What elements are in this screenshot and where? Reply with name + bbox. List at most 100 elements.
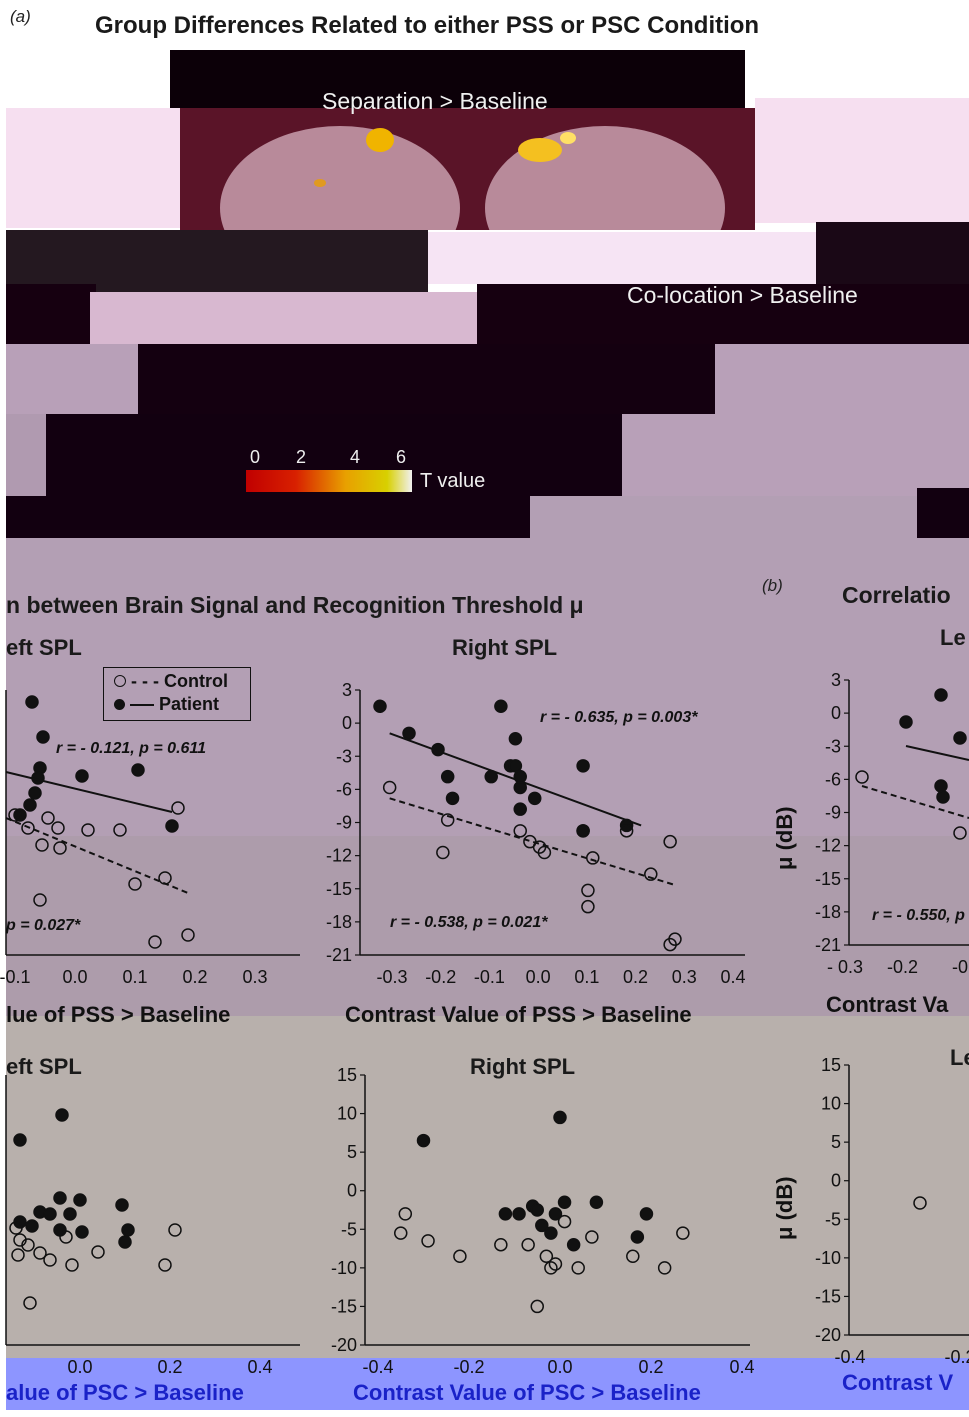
left-pss-control-point — [35, 838, 49, 852]
right-psc-ytick-label: 5 — [347, 1142, 357, 1162]
right-pss-ytick-label: -15 — [326, 879, 352, 899]
left-psc-patient-point — [55, 1108, 69, 1122]
left-psc-patient-point — [75, 1225, 89, 1239]
left-pss-patient-point — [28, 786, 42, 800]
right-pss-ytick-label: -18 — [326, 912, 352, 932]
right-psc-patient-point — [557, 1195, 572, 1210]
legend-patient-label: Patient — [159, 694, 220, 714]
left-psc-xtick-label: 0.0 — [67, 1357, 92, 1377]
right-pss-patient-point — [431, 742, 445, 757]
left-pss-control-point — [113, 823, 127, 837]
colocation-label: Co-location > Baseline — [627, 282, 858, 308]
right-psc-ytick-label: -20 — [331, 1335, 357, 1355]
left-psc-xlabel: alue of PSC > Baseline — [6, 1380, 244, 1405]
right-psc-patient-point — [548, 1207, 563, 1221]
left-psc-xtick-label: 0.4 — [247, 1357, 272, 1377]
blue-band — [6, 1358, 969, 1410]
b-pss-ytick-label: 3 — [831, 670, 841, 690]
b-pss-patient-point — [934, 688, 948, 702]
left-pss-control-point — [158, 871, 172, 885]
b-psc-ytick-label: -15 — [815, 1286, 841, 1306]
b-pss-ytick-label: 0 — [831, 703, 841, 723]
panel-b-letter: (b) — [762, 576, 783, 595]
left-pss-control-point — [33, 893, 47, 907]
right-psc-control-point — [398, 1207, 413, 1221]
right-pss-patient-point — [440, 769, 455, 784]
right-psc-control-point — [626, 1249, 640, 1264]
right-psc-control-point — [557, 1214, 572, 1229]
left-psc-control-point — [91, 1245, 105, 1259]
left-psc-control-point — [9, 1221, 23, 1235]
left-psc-patient-point — [25, 1219, 39, 1233]
left-psc-patient-point — [13, 1133, 27, 1147]
right-pss-control-point — [513, 824, 527, 838]
activation-left — [366, 128, 394, 152]
colorbar-tick: 2 — [296, 447, 307, 467]
right-pss-control-point — [581, 883, 595, 898]
b-pss-xtick-label: - 0.3 — [827, 957, 863, 977]
b-pss-patient-point — [936, 790, 950, 804]
right-pss-patient-point — [445, 791, 460, 806]
panel-b-subtitle-top: Le — [940, 625, 966, 650]
right-pss-ytick-label: -9 — [336, 813, 352, 833]
right-pss-xtick-label: -0.3 — [376, 967, 407, 987]
left-pss-control-point — [8, 808, 22, 822]
panel-b-corr-title: Correlatio — [842, 582, 951, 608]
b-pss-patient-point — [899, 715, 913, 729]
b-pss-control-point — [953, 826, 967, 840]
left-psc-patient-point — [115, 1198, 129, 1212]
left-pss-control-point — [181, 928, 195, 942]
right-psc-control-point — [676, 1226, 690, 1240]
b-pss-ytick-label: -18 — [815, 902, 841, 922]
right-psc-xtick-label: 0.4 — [729, 1357, 754, 1377]
left-psc-control-point — [21, 1238, 35, 1252]
right-pss-ytick-label: -21 — [326, 945, 352, 965]
panel-a-title: Group Differences Related to either PSS … — [95, 12, 760, 39]
b-pss-control-trendline — [861, 785, 969, 819]
right-psc-control-point — [421, 1234, 435, 1248]
left-psc-control-point — [158, 1258, 172, 1272]
right-pss-xtick-label: -0.2 — [425, 967, 456, 987]
right-psc-patient-point — [553, 1110, 567, 1125]
left-psc-control-point — [168, 1223, 182, 1237]
right-pss-ytick-label: -3 — [336, 746, 352, 766]
left-pss-control-point — [171, 801, 185, 815]
purple-band-3 — [6, 414, 46, 496]
left-psc-control-point — [23, 1296, 37, 1310]
activation-right — [518, 138, 562, 162]
left-pss-control-point — [53, 841, 67, 855]
panel-a-letter: (a) — [10, 7, 31, 26]
colorbar-tick: 0 — [250, 447, 261, 467]
left-psc-xtick-label: 0.2 — [157, 1357, 182, 1377]
right-pss-control-point — [668, 932, 682, 946]
left-pss-stat-control: p = 0.027* — [6, 917, 81, 934]
right-psc-ytick-label: 10 — [337, 1104, 357, 1124]
legend: - - - Control Patient — [103, 667, 251, 721]
b-pss-ytick-label: -9 — [825, 803, 841, 823]
b-psc-ytick-label: -10 — [815, 1248, 841, 1268]
pink-band-right — [755, 98, 969, 223]
left-psc-control-point — [11, 1248, 25, 1262]
left-pss-title: eft SPL — [6, 635, 82, 660]
left-pss-stat-patient: r = - 0.121, p = 0.611 — [56, 740, 207, 757]
right-pss-control-point — [537, 845, 552, 860]
right-pss-title: Right SPL — [452, 635, 558, 660]
left-psc-control-point — [59, 1230, 73, 1244]
separation-label: Separation > Baseline — [322, 88, 548, 114]
b-psc-control-point — [913, 1196, 927, 1210]
right-pss-xtick-label: 0.1 — [574, 967, 599, 987]
right-psc-title: Right SPL — [470, 1054, 576, 1079]
brain-hemispheres — [220, 126, 725, 230]
b-pss-ytick-label: -12 — [815, 836, 841, 856]
right-psc-control-point — [657, 1261, 672, 1275]
dark-band-8 — [917, 488, 969, 538]
right-psc-control-point — [539, 1249, 554, 1264]
right-pss-ytick-label: -6 — [336, 779, 352, 799]
b-pss-patient-point — [953, 731, 967, 745]
b-psc-ytick-label: -5 — [825, 1209, 841, 1229]
left-pss-control-point — [51, 821, 65, 835]
gray-plot-bg — [6, 1016, 969, 1358]
right-pss-patient-point — [527, 791, 542, 806]
b-pss-patient-trendline — [905, 745, 969, 761]
right-pss-patient-point — [402, 726, 416, 741]
